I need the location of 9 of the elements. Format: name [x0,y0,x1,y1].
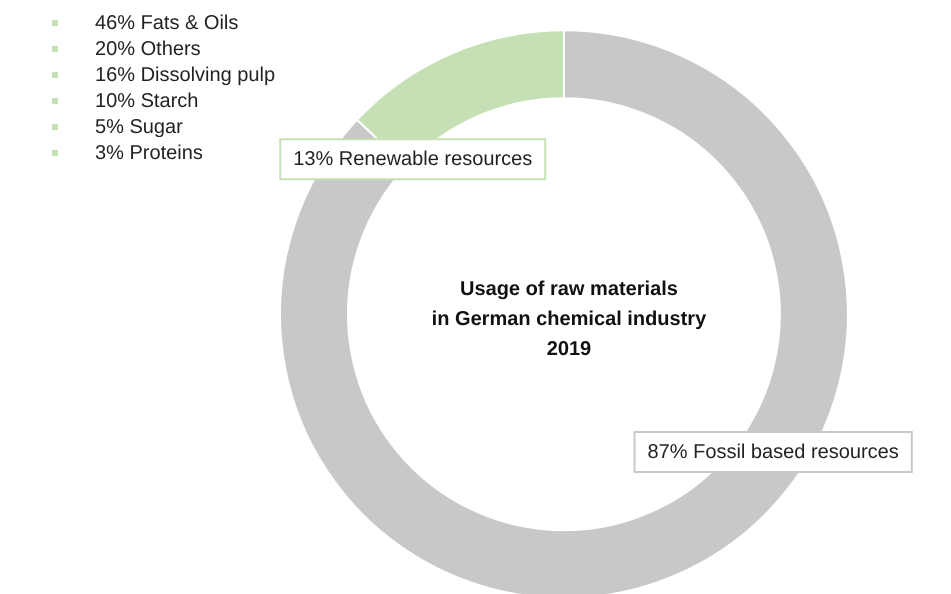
text: 16% Dissolving pulp [95,63,276,88]
text: 20% Others [95,37,201,62]
text: 46% Fats & Oils [95,11,238,36]
text: Usage of raw materials in German chemical industry 2019 [432,278,708,360]
slice-label: 13% Renewable resources [293,148,532,170]
text: 3% Proteins [95,141,203,166]
slice-label: 87% Fossil based resources [648,441,899,464]
text: 5% Sugar [95,115,183,140]
text: 10% Starch [95,89,198,114]
